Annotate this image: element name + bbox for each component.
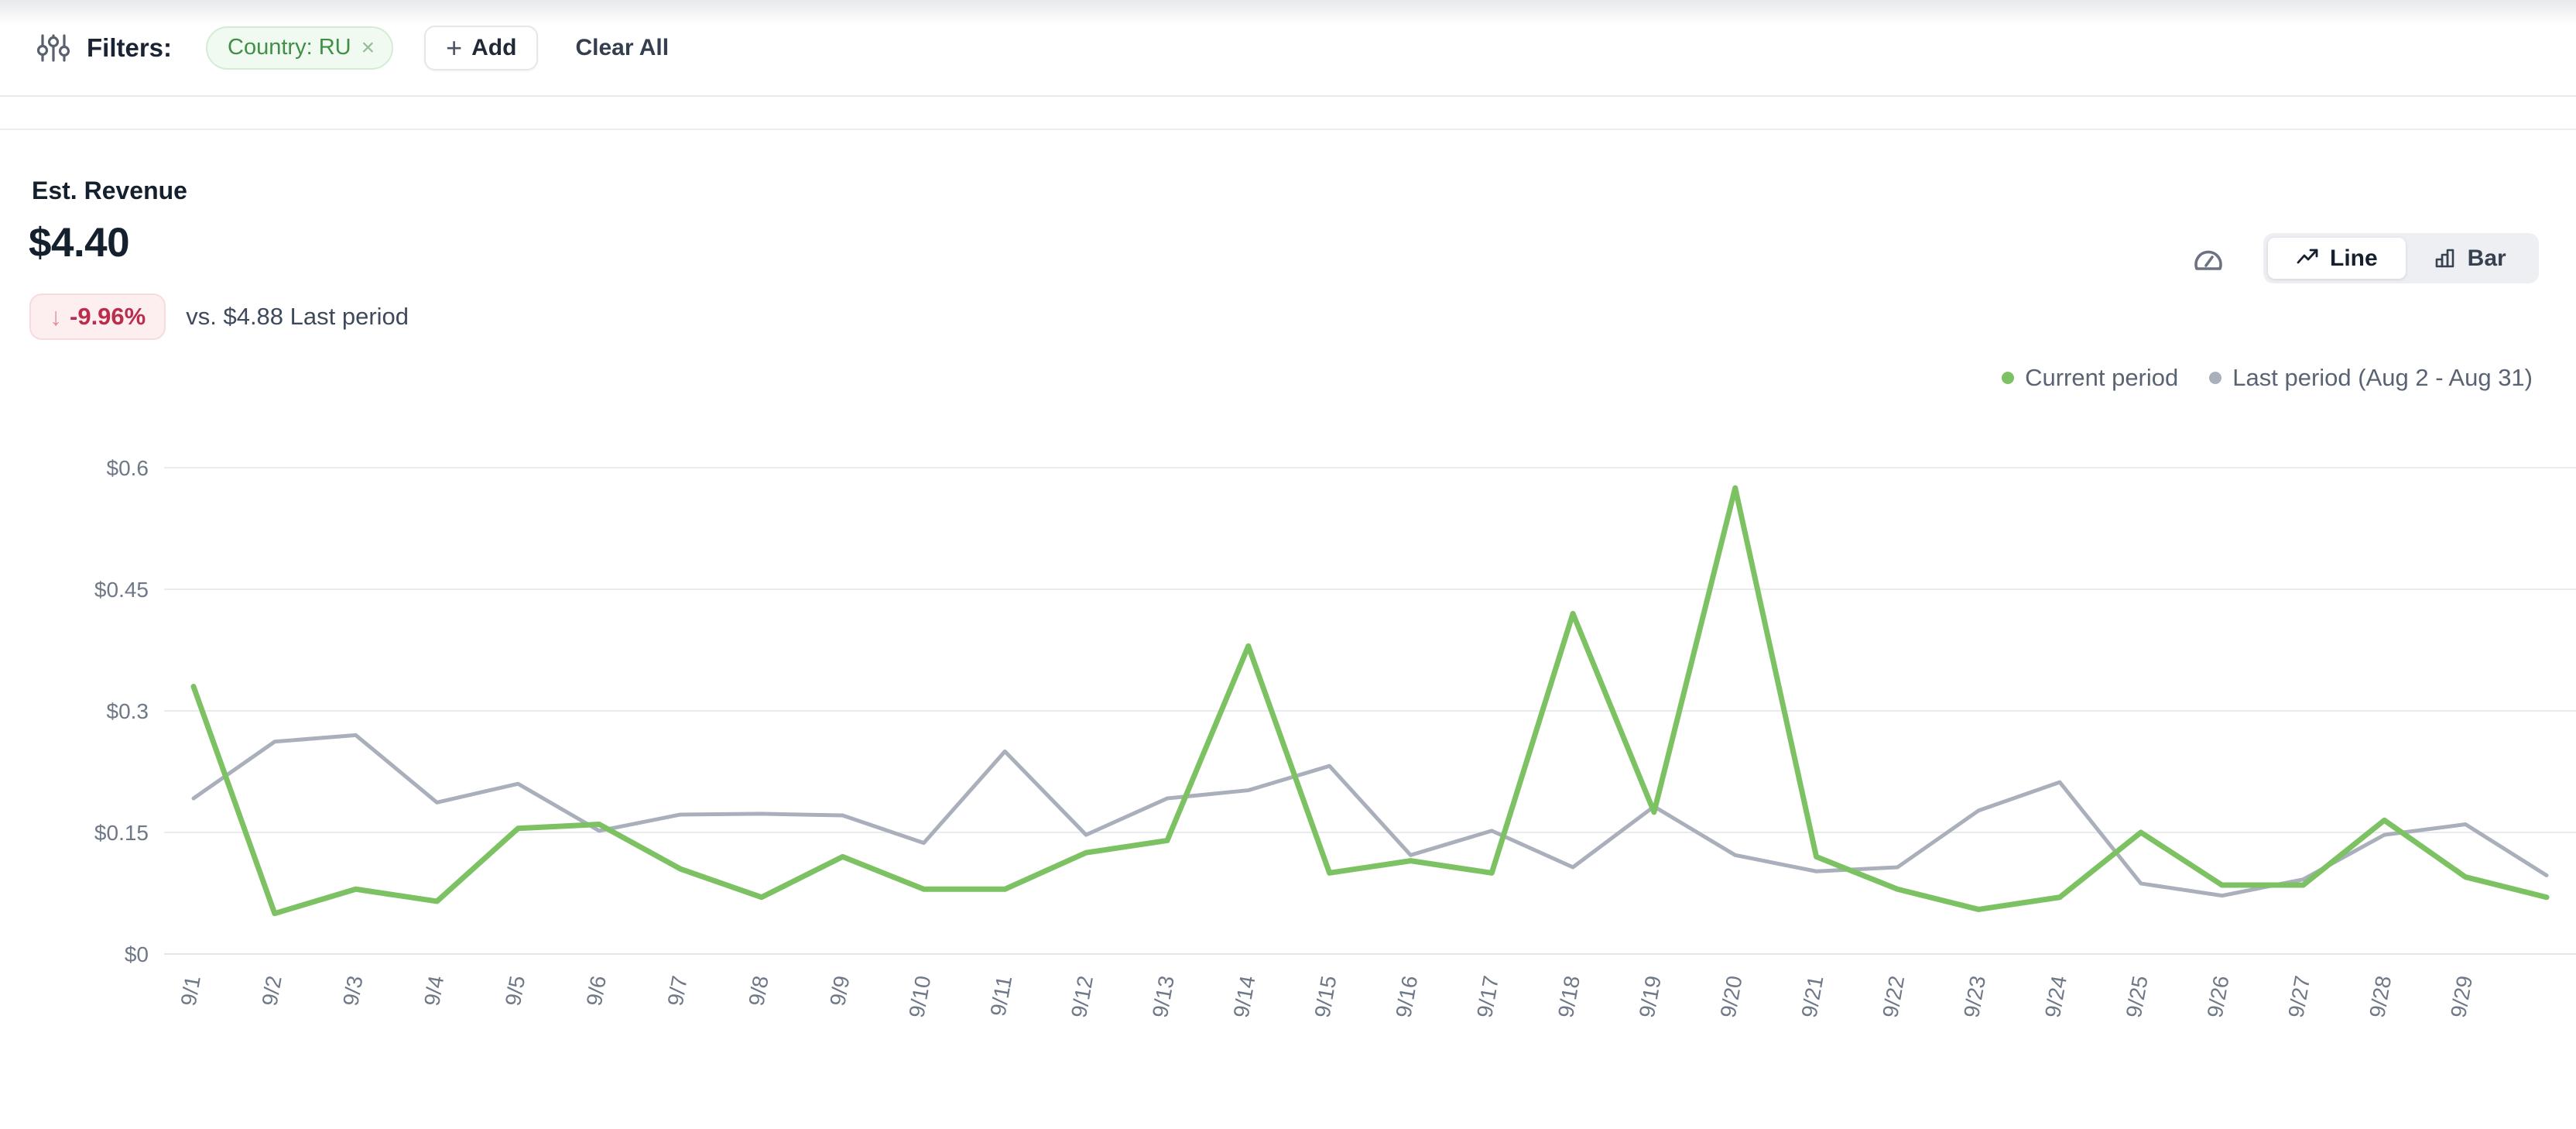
legend-item-last[interactable]: Last period (Aug 2 - Aug 31) (2209, 364, 2533, 392)
toggle-bar-label: Bar (2467, 245, 2506, 271)
top-fade (0, 0, 2576, 25)
x-axis-label: 9/13 (1148, 974, 1179, 1020)
comparison-text: vs. $4.88 Last period (186, 303, 409, 330)
x-axis-label: 9/16 (1391, 974, 1422, 1020)
metric-title: Est. Revenue (32, 177, 187, 204)
clear-all-button[interactable]: Clear All (575, 34, 670, 60)
x-axis-label: 9/24 (2040, 974, 2071, 1020)
toggle-bar-button[interactable]: Bar (2406, 238, 2534, 279)
legend-dot-current (2002, 372, 2015, 384)
last-period-line (191, 733, 2549, 898)
x-axis-label: 9/19 (1635, 974, 1666, 1020)
x-axis-label: 9/23 (1959, 974, 1990, 1020)
x-axis-label: 9/11 (986, 974, 1017, 1018)
revenue-line-chart: $0 $0.15 $0.3 $0.45 $0.6 9/1 9/2 9/3 9/4 9/5 9/6 9/… (0, 431, 2576, 1073)
x-axis-label: 9/21 (1797, 974, 1828, 1020)
y-axis-label: $0 (125, 942, 149, 966)
x-axis-label: 9/3 (338, 974, 367, 1008)
change-badge: ↓ -9.96% (29, 293, 166, 340)
filter-chip-country[interactable]: Country: RU × (206, 26, 394, 70)
legend-item-current[interactable]: Current period (2002, 364, 2178, 392)
change-percent: -9.96% (70, 303, 146, 330)
x-axis-label: 9/6 (582, 974, 611, 1008)
filter-chip-label: Country: RU (228, 35, 351, 60)
arrow-down-icon: ↓ (50, 302, 62, 331)
trending-up-icon (2297, 249, 2318, 264)
filters-sliders-icon (36, 33, 70, 62)
y-axis-label: $0.6 (107, 456, 149, 480)
toggle-line-label: Line (2330, 245, 2378, 271)
x-axis-label: 9/1 (176, 974, 205, 1008)
filter-chip-remove-icon[interactable]: × (361, 34, 375, 60)
legend-dot-last (2209, 372, 2222, 384)
x-axis-label: 9/25 (2122, 974, 2153, 1020)
x-axis-label: 9/9 (825, 974, 854, 1008)
x-axis-label: 9/20 (1716, 974, 1747, 1020)
y-axis-label: $0.45 (94, 578, 149, 602)
plus-icon: + (446, 31, 463, 63)
y-axis-label: $0.3 (107, 699, 149, 723)
metric-value: $4.40 (29, 220, 130, 266)
toggle-line-button[interactable]: Line (2268, 238, 2406, 279)
x-axis-label: 9/2 (257, 974, 286, 1008)
chart-type-toggle: Line Bar (2263, 233, 2539, 283)
x-axis-label: 9/5 (501, 974, 529, 1008)
x-axis-label: 9/27 (2283, 974, 2314, 1020)
x-axis-label: 9/14 (1229, 974, 1260, 1020)
metric-change-row: ↓ -9.96% vs. $4.88 Last period (29, 293, 409, 340)
add-filter-label: Add (471, 34, 517, 60)
y-axis-label: $0.15 (94, 821, 149, 845)
x-axis-label: 9/28 (2365, 974, 2396, 1020)
filters-divider (0, 95, 2576, 97)
x-axis-label: 9/15 (1310, 974, 1341, 1020)
chart-legend: Current period Last period (Aug 2 - Aug … (2002, 364, 2533, 392)
x-axis-label: 9/29 (2446, 974, 2477, 1020)
x-axis-label: 9/4 (420, 974, 448, 1008)
legend-label-current: Current period (2025, 364, 2179, 391)
x-axis-label: 9/26 (2203, 974, 2234, 1020)
x-axis-label: 9/12 (1067, 974, 1098, 1020)
current-period-line (190, 485, 2550, 917)
x-axis-label: 9/7 (663, 974, 692, 1008)
x-axis-label: 9/17 (1472, 974, 1503, 1020)
chart-svg: $0 $0.15 $0.3 $0.45 $0.6 9/1 9/2 9/3 9/4 9/5 9/6 9/… (94, 456, 2576, 1020)
legend-label-last: Last period (Aug 2 - Aug 31) (2232, 364, 2533, 391)
x-axis-label: 9/18 (1553, 974, 1584, 1020)
filters-bar: Filters: Country: RU × + Add Clear All (0, 0, 2576, 95)
content-divider (0, 129, 2576, 130)
filters-label: Filters: (87, 33, 173, 62)
x-axis-label: 9/22 (1878, 974, 1909, 1020)
x-axis-label: 9/10 (904, 974, 935, 1020)
add-filter-button[interactable]: + Add (424, 25, 539, 70)
x-axis-label: 9/8 (744, 974, 772, 1008)
gauge-icon[interactable] (2191, 245, 2225, 279)
bar-chart-icon (2435, 249, 2454, 268)
